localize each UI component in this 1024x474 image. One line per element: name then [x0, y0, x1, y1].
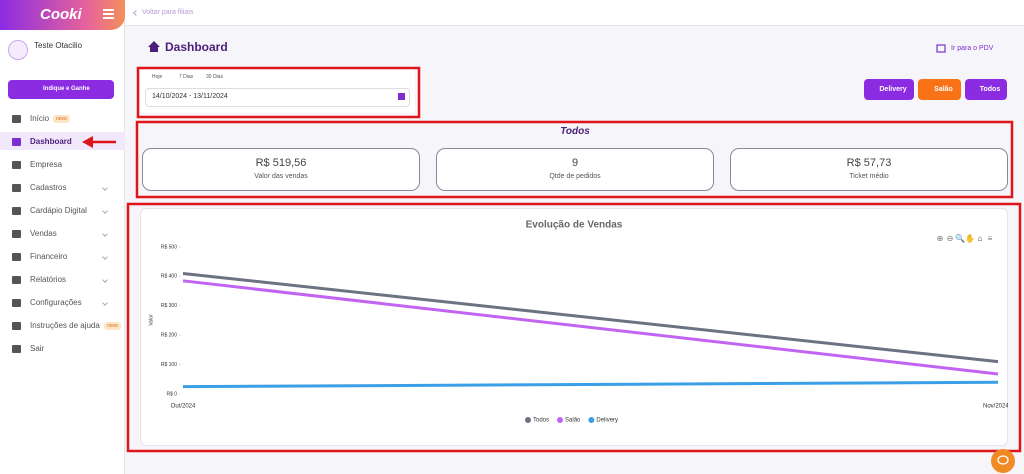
channel-button[interactable]: Todos	[965, 79, 1007, 100]
chart-title: Evolução de Vendas	[526, 220, 623, 231]
channel-button[interactable]: Delivery	[864, 79, 914, 100]
legend-label[interactable]: Todos	[533, 418, 549, 424]
y-tick-label: R$ 500	[161, 244, 177, 250]
series-line	[182, 279, 999, 376]
channel-button[interactable]: Salão	[918, 79, 961, 100]
x-tick-label: Out/2024	[171, 404, 196, 410]
menu-icon	[12, 184, 21, 192]
menu-icon	[12, 253, 21, 261]
y-tick-label: R$ 400	[161, 274, 177, 280]
avatar[interactable]	[8, 40, 28, 60]
menu-item[interactable]: Início	[30, 114, 50, 123]
menu-item[interactable]: Relatórios	[30, 275, 67, 284]
menu-item[interactable]: Configurações	[30, 298, 82, 307]
menu-item[interactable]: Instruções de ajuda	[30, 321, 100, 330]
menu-item[interactable]: Sair	[30, 344, 45, 353]
logo: Cooki	[40, 6, 82, 23]
page-title: Dashboard	[165, 40, 228, 54]
menu-badge: novo	[53, 115, 70, 123]
active-menu-bg	[0, 132, 125, 150]
toolbar-icon[interactable]: ✋	[965, 233, 975, 243]
series-line	[182, 380, 999, 389]
x-tick-label: Nov/2024	[983, 404, 1008, 410]
toolbar-icon[interactable]: ⊕	[937, 234, 944, 243]
toolbar-icon[interactable]: ≡	[988, 234, 993, 243]
menu-item[interactable]: Vendas	[30, 229, 57, 238]
toolbar-icon[interactable]: 🔍	[955, 233, 965, 243]
menu-item[interactable]: Cardápio Digital	[30, 206, 87, 215]
menu-icon	[12, 230, 21, 238]
menu-icon	[12, 207, 21, 215]
pdv-link[interactable]: Ir para o PDV	[951, 45, 994, 52]
menu-icon	[12, 322, 21, 330]
logo-bar	[0, 0, 125, 30]
date-range[interactable]: 14/10/2024 - 13/11/2024	[152, 93, 228, 100]
invite-label[interactable]: Indique e Ganhe	[43, 86, 90, 92]
invite-button[interactable]	[8, 80, 114, 99]
summary-card	[436, 148, 714, 191]
y-tick-label: R$ 300	[161, 303, 177, 309]
menu-badge: novo	[104, 322, 121, 330]
menu-icon	[12, 138, 21, 146]
date-preset[interactable]: 30 Dias	[206, 74, 223, 80]
chat-icon	[997, 455, 1009, 465]
y-tick-label: R$ 200	[161, 333, 177, 339]
card-label: Qtde de pedidos	[549, 173, 601, 180]
menu-icon	[12, 161, 21, 169]
card-value: R$ 519,56	[255, 157, 307, 169]
menu-icon	[12, 345, 21, 353]
y-axis-label: Valor	[148, 314, 154, 326]
y-tick-label: R$ 100	[161, 362, 177, 368]
legend-label[interactable]: Delivery	[596, 418, 618, 424]
legend-marker[interactable]	[588, 417, 595, 423]
legend-marker[interactable]	[525, 417, 531, 423]
menu-icon	[12, 276, 21, 284]
hamburger-icon[interactable]	[103, 9, 114, 19]
back-link[interactable]: Voltar para filiais	[142, 9, 194, 16]
topbar	[125, 0, 1024, 26]
chat-button[interactable]	[991, 449, 1015, 473]
summary-card	[730, 148, 1008, 191]
series-line	[182, 271, 999, 364]
menu-icon	[12, 299, 21, 307]
menu-icon	[12, 115, 21, 123]
chart: Evolução de Vendas Valor ⊕ ⊖ 🔍 ✋ ⌂ ≡ R$ 0 R$ 100 R…	[148, 220, 1008, 424]
toolbar-icon[interactable]: ⊖	[947, 234, 954, 243]
menu-item[interactable]: Financeiro	[30, 252, 68, 261]
sidebar	[0, 0, 125, 474]
menu-item[interactable]: Empresa	[30, 160, 63, 169]
legend-marker[interactable]	[557, 417, 564, 423]
card-value: 9	[571, 157, 579, 169]
home-icon	[148, 41, 160, 52]
date-preset[interactable]: 7 Dias	[179, 74, 194, 80]
menu-item[interactable]: Dashboard	[30, 137, 72, 146]
pdv-icon	[936, 44, 946, 53]
card-label: Valor das vendas	[254, 173, 308, 180]
card-label: Ticket médio	[849, 173, 889, 180]
date-preset[interactable]: Hoje	[152, 74, 163, 80]
user-name: Teste Otacilio	[34, 41, 83, 50]
hamburger-line	[103, 13, 114, 15]
toolbar-icon[interactable]: ⌂	[978, 234, 983, 243]
legend-label[interactable]: Salão	[565, 418, 581, 424]
summary-card	[142, 148, 420, 191]
card-value: R$ 57,73	[846, 157, 892, 169]
menu-item[interactable]: Cadastros	[30, 183, 67, 192]
summary-title: Todos	[560, 126, 590, 137]
y-tick-label: R$ 0	[166, 391, 177, 397]
